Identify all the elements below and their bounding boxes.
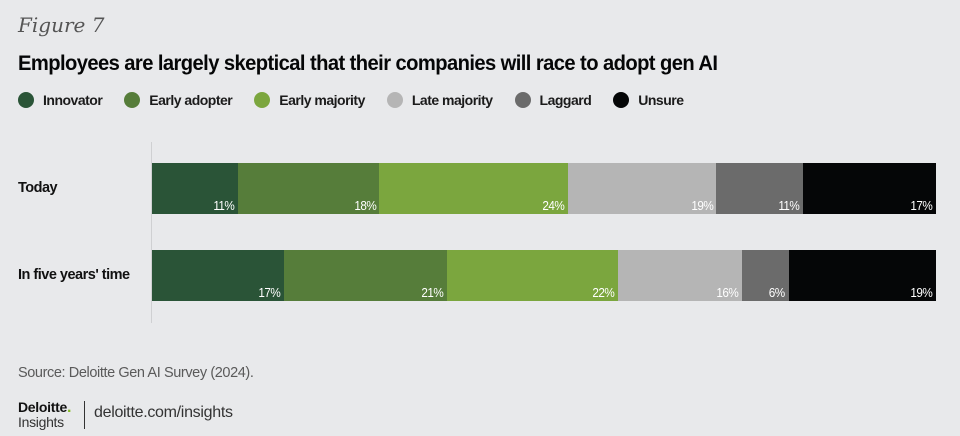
data-label: 22% (592, 285, 615, 300)
bar-segment-laggard: 6% (741, 250, 789, 301)
bar-segment-early-adopter: 21% (283, 250, 448, 301)
bar-segment-early-majority: 22% (446, 250, 619, 301)
legend-swatch (613, 92, 630, 108)
bar-segment-early-majority: 24% (379, 163, 569, 214)
brand-dot: . (66, 399, 72, 416)
data-label: 17% (258, 285, 281, 300)
legend-label: Early adopter (149, 92, 233, 108)
bar-segment-late-majority: 16% (617, 250, 743, 301)
data-label: 18% (354, 198, 376, 213)
legend-label: Late majority (411, 92, 493, 108)
brand-url-link[interactable]: deloitte.com/insights (94, 404, 233, 421)
bar-segment-innovator: 17% (152, 250, 285, 301)
bar-segment-unsure: 17% (802, 163, 937, 214)
legend-label: Innovator (43, 92, 103, 108)
bar-today: 11% 18% 24% 19% 11% 17% (152, 163, 937, 214)
bar-five-years: 17% 21% 22% 16% 6% 19% (152, 250, 937, 301)
legend-swatch (254, 92, 271, 108)
data-label: 16% (716, 285, 739, 300)
source-note: Source: Deloitte Gen AI Survey (2024). (18, 365, 254, 381)
bar-segment-unsure: 19% (788, 250, 937, 301)
chart-title: Employees are largely skeptical that the… (18, 52, 718, 75)
legend-swatch (386, 92, 403, 108)
data-label: 17% (910, 198, 933, 213)
data-label: 21% (421, 285, 444, 300)
legend: Innovator Early adopter Early majority L… (18, 92, 705, 108)
legend-item-late-majority: Late majority (386, 92, 493, 108)
data-label: 11% (778, 198, 800, 213)
bar-segment-innovator: 11% (152, 163, 239, 214)
legend-label: Unsure (638, 92, 684, 108)
legend-item-early-adopter: Early adopter (124, 92, 233, 108)
category-label-five-years: In five years' time (18, 267, 130, 283)
legend-swatch (124, 92, 141, 108)
data-label: 19% (910, 285, 933, 300)
legend-swatch (18, 92, 34, 108)
data-label: 19% (691, 198, 713, 213)
legend-item-early-majority: Early majority (254, 92, 365, 108)
legend-item-innovator: Innovator (18, 92, 103, 108)
y-axis-line (151, 142, 152, 323)
brand-logo: Deloitte. Insights (18, 399, 72, 430)
data-label: 24% (542, 198, 565, 213)
legend-swatch (514, 92, 531, 108)
bar-segment-laggard: 11% (716, 163, 804, 214)
legend-item-laggard: Laggard (514, 92, 592, 108)
category-label-today: Today (18, 180, 58, 196)
brand-divider (84, 401, 85, 429)
data-label: 6% (769, 285, 785, 300)
brand-name: Deloitte (18, 399, 67, 415)
brand-sub: Insights (18, 414, 64, 430)
legend-item-unsure: Unsure (613, 92, 684, 108)
data-label: 11% (213, 198, 235, 213)
figure-label: Figure 7 (18, 13, 105, 37)
legend-label: Early majority (279, 92, 365, 108)
bar-segment-early-adopter: 18% (238, 163, 380, 214)
bar-segment-late-majority: 19% (567, 163, 717, 214)
legend-label: Laggard (539, 92, 592, 108)
